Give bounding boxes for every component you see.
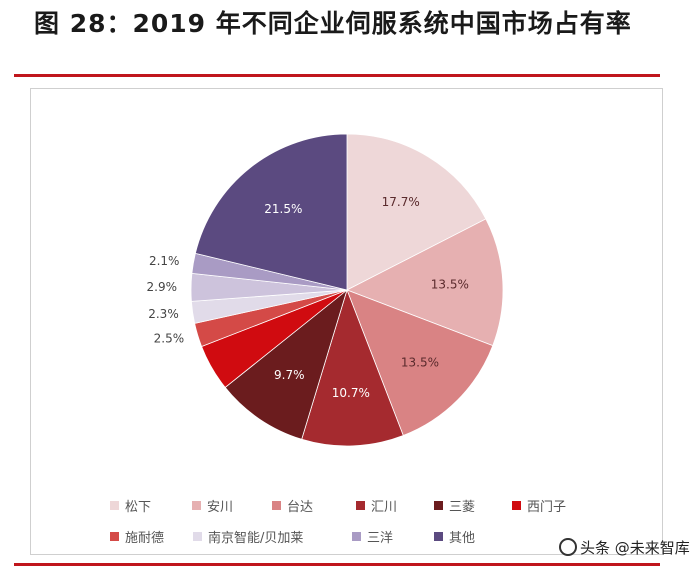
data-label-0: 17.7%: [382, 195, 420, 209]
data-label-6: 2.5%: [154, 332, 185, 346]
data-label-10: 21.5%: [264, 202, 302, 216]
data-label-1: 13.5%: [431, 277, 469, 291]
watermark: 头条 @未来智库: [556, 537, 690, 558]
pie-slice-10: [194, 133, 348, 291]
data-label-7: 2.3%: [148, 307, 179, 321]
figure-title: 图 28：2019 年不同企业伺服系统中国市场占有率: [34, 9, 632, 38]
watermark-text: 头条 @未来智库: [580, 539, 690, 557]
pie-slice-0: [346, 133, 487, 291]
pie-slice-2: [346, 289, 494, 437]
data-label-9: 2.1%: [149, 254, 180, 268]
data-label-3: 10.7%: [332, 386, 370, 400]
pie-slice-1: [346, 218, 504, 347]
watermark-logo-icon: [559, 538, 577, 556]
pie-slice-3: [301, 288, 404, 447]
data-label-2: 13.5%: [401, 356, 439, 370]
data-label-8: 2.9%: [147, 280, 178, 294]
bottom-rule: [14, 563, 660, 566]
data-label-4: 9.7%: [274, 368, 305, 382]
top-rule: [14, 74, 660, 77]
pie-slice-4: [224, 288, 348, 440]
